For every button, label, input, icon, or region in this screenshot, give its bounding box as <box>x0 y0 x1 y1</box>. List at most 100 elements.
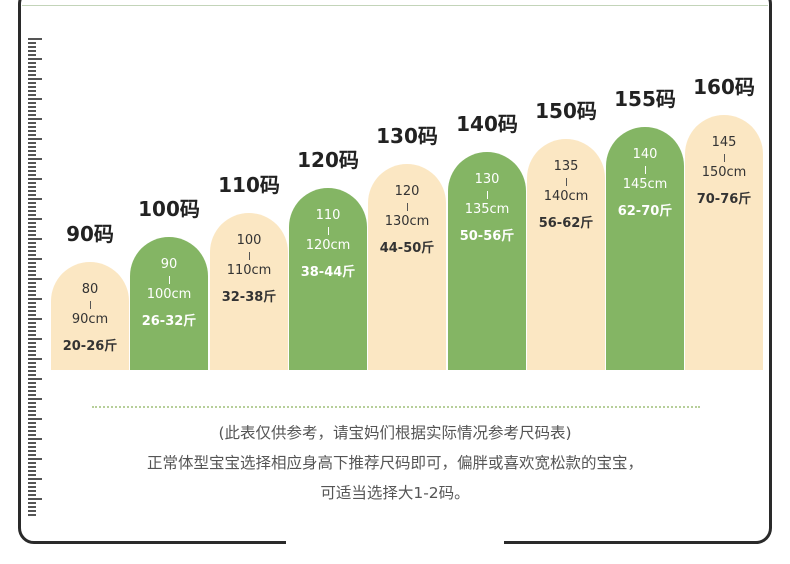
ruler-tick <box>28 174 36 176</box>
ruler-tick <box>28 274 36 276</box>
height-high-label: 90cm <box>71 312 109 327</box>
ruler-tick <box>28 154 36 156</box>
height-low-label: 140 <box>632 147 658 162</box>
size-label: 155码 <box>614 87 676 111</box>
ruler-tick <box>28 86 36 88</box>
weight-label: 38-44斤 <box>300 265 356 280</box>
ruler-tick <box>28 342 36 344</box>
size-label: 140码 <box>456 112 518 136</box>
ruler-tick <box>28 370 36 372</box>
ruler-tick <box>28 394 36 396</box>
size-bar: 90 100cm 26-32斤 <box>130 237 208 370</box>
size-bar: 130 135cm 50-56斤 <box>448 152 526 370</box>
height-low-label: 80 <box>81 282 99 297</box>
weight-label: 50-56斤 <box>459 229 515 244</box>
ruler-tick <box>28 398 42 400</box>
size-bar: 80 90cm 20-26斤 <box>51 262 129 370</box>
ruler-tick <box>28 430 36 432</box>
ruler-tick <box>28 190 36 192</box>
ruler-tick <box>28 38 42 40</box>
weight-label: 70-76斤 <box>696 192 752 207</box>
size-bar: 135 140cm 56-62斤 <box>527 139 605 370</box>
ruler-tick <box>28 474 36 476</box>
ruler-tick <box>28 462 36 464</box>
ruler-tick <box>28 402 36 404</box>
ruler-tick <box>28 310 36 312</box>
ruler-tick <box>28 198 42 200</box>
ruler-tick <box>28 226 36 228</box>
ruler-tick <box>28 194 36 196</box>
ruler-tick <box>28 134 36 136</box>
dotted-divider <box>92 406 700 408</box>
ruler-tick <box>28 466 36 468</box>
height-ruler <box>28 38 42 518</box>
note-line-3: 可适当选择大1-2码。 <box>320 484 470 502</box>
ruler-tick <box>28 262 36 264</box>
height-high-label: 145cm <box>622 177 668 192</box>
height-high-label: 140cm <box>543 189 589 204</box>
ruler-tick <box>28 254 36 256</box>
ruler-tick <box>28 306 36 308</box>
note-line-1: (此表仅供参考，请宝妈们根据实际情况参考尺码表) <box>218 424 572 442</box>
ruler-tick <box>28 334 36 336</box>
ruler-tick <box>28 354 36 356</box>
weight-label: 44-50斤 <box>379 241 435 256</box>
weight-label: 20-26斤 <box>62 339 118 354</box>
ruler-tick <box>28 150 36 152</box>
ruler-tick <box>28 110 36 112</box>
ruler-tick <box>28 130 36 132</box>
size-label: 150码 <box>535 99 597 123</box>
ruler-tick <box>28 514 36 516</box>
ruler-tick <box>28 482 36 484</box>
ruler-tick <box>28 222 36 224</box>
ruler-tick <box>28 366 36 368</box>
size-bar: 145 150cm 70-76斤 <box>685 115 763 370</box>
top-divider <box>22 5 768 6</box>
size-bar: 140 145cm 62-70斤 <box>606 127 684 370</box>
ruler-tick <box>28 382 36 384</box>
ruler-tick <box>28 182 36 184</box>
ruler-tick <box>28 98 42 100</box>
height-low-label: 130 <box>474 172 500 187</box>
ruler-tick <box>28 90 36 92</box>
ruler-tick <box>28 422 36 424</box>
height-low-label: 120 <box>394 184 420 199</box>
ruler-tick <box>28 362 36 364</box>
ruler-tick <box>28 94 36 96</box>
ruler-tick <box>28 238 42 240</box>
ruler-tick <box>28 178 42 180</box>
ruler-tick <box>28 426 36 428</box>
ruler-tick <box>28 470 36 472</box>
ruler-tick <box>28 142 36 144</box>
ruler-tick <box>28 210 36 212</box>
ruler-tick <box>28 54 36 56</box>
note-line-2: 正常体型宝宝选择相应身高下推荐尺码即可，偏胖或喜欢宽松款的宝宝， <box>146 454 643 472</box>
size-bar: 100 110cm 32-38斤 <box>210 213 288 370</box>
range-dash <box>168 276 170 284</box>
range-dash <box>486 191 488 199</box>
ruler-tick <box>28 122 36 124</box>
ruler-tick <box>28 250 36 252</box>
height-high-label: 100cm <box>146 287 192 302</box>
ruler-tick <box>28 106 36 108</box>
ruler-tick <box>28 146 36 148</box>
ruler-tick <box>28 206 36 208</box>
ruler-tick <box>28 70 36 72</box>
ruler-tick <box>28 62 36 64</box>
range-dash <box>723 154 725 162</box>
ruler-tick <box>28 214 36 216</box>
ruler-tick <box>28 458 42 460</box>
ruler-tick <box>28 138 42 140</box>
ruler-tick <box>28 510 36 512</box>
height-low-label: 90 <box>160 257 178 272</box>
ruler-tick <box>28 66 36 68</box>
height-low-label: 110 <box>315 208 341 223</box>
ruler-tick <box>28 346 36 348</box>
ruler-tick <box>28 58 42 60</box>
ruler-tick <box>28 78 42 80</box>
ruler-tick <box>28 42 36 44</box>
size-label: 110码 <box>218 173 280 197</box>
range-dash <box>644 166 646 174</box>
ruler-tick <box>28 386 36 388</box>
height-low-label: 100 <box>236 233 262 248</box>
